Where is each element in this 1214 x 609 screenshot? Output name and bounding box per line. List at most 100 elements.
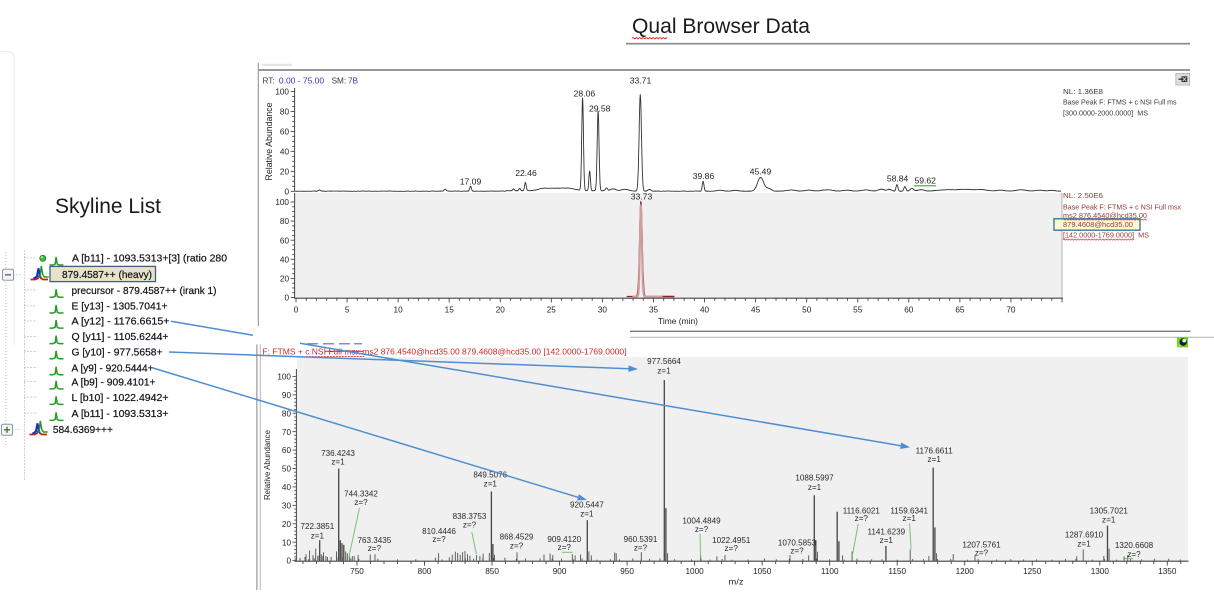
svg-text:z=?: z=? xyxy=(634,543,648,552)
svg-text:90: 90 xyxy=(282,391,292,400)
svg-text:z=?: z=? xyxy=(558,543,572,552)
svg-text:7B: 7B xyxy=(348,77,359,86)
svg-text:900: 900 xyxy=(553,567,567,576)
svg-text:z=1: z=1 xyxy=(880,536,894,545)
svg-text:25: 25 xyxy=(547,305,557,314)
svg-text:45.49: 45.49 xyxy=(750,166,772,176)
svg-text:950: 950 xyxy=(620,567,634,576)
svg-text:850: 850 xyxy=(485,567,499,576)
svg-text:879.4608@hcd35.00: 879.4608@hcd35.00 xyxy=(1063,220,1133,229)
svg-text:z=?: z=? xyxy=(510,541,524,550)
svg-text:z=?: z=? xyxy=(975,549,989,558)
svg-text:80: 80 xyxy=(280,217,290,226)
svg-text:z=1: z=1 xyxy=(311,532,325,541)
svg-text:1070.5853: 1070.5853 xyxy=(778,539,817,548)
svg-text:1000: 1000 xyxy=(685,567,704,576)
svg-text:80: 80 xyxy=(282,409,292,418)
svg-text:59.62: 59.62 xyxy=(914,175,936,185)
svg-text:z=1: z=1 xyxy=(928,455,942,464)
svg-text:0: 0 xyxy=(294,305,299,314)
svg-text:40: 40 xyxy=(282,483,292,492)
svg-text:39.86: 39.86 xyxy=(693,171,715,181)
svg-text:A [y9] - 920.5444+: A [y9] - 920.5444+ xyxy=(72,363,154,374)
svg-text:0: 0 xyxy=(286,557,291,566)
svg-text:1300: 1300 xyxy=(1091,567,1110,576)
svg-text:28.06: 28.06 xyxy=(574,89,596,99)
svg-text:100: 100 xyxy=(277,373,291,382)
svg-text:precursor - 879.4587++ (irank: precursor - 879.4587++ (irank 1) xyxy=(72,286,217,297)
svg-text:F: FTMS + c NSI Full msx ms2 8: F: FTMS + c NSI Full msx ms2 876.4540@hc… xyxy=(263,347,627,357)
svg-text:z=?: z=? xyxy=(725,544,739,553)
svg-text:G [y10] - 977.5658+: G [y10] - 977.5658+ xyxy=(72,347,163,358)
svg-text:909.4120: 909.4120 xyxy=(547,535,581,544)
svg-text:750: 750 xyxy=(350,567,364,576)
svg-text:z=1: z=1 xyxy=(657,366,671,375)
svg-text:40: 40 xyxy=(700,305,710,314)
svg-text:0: 0 xyxy=(284,187,289,196)
svg-text:17.09: 17.09 xyxy=(460,176,482,186)
svg-text:z=?: z=? xyxy=(463,521,477,530)
svg-text:ms2 876.4540@hcd35.00: ms2 876.4540@hcd35.00 xyxy=(1063,211,1147,220)
svg-text:60: 60 xyxy=(280,236,290,245)
svg-text:33.71: 33.71 xyxy=(630,76,652,86)
svg-text:60: 60 xyxy=(904,305,914,314)
svg-text:10: 10 xyxy=(282,538,292,547)
svg-text:0: 0 xyxy=(284,294,289,303)
svg-text:L [b10] - 1022.4942+: L [b10] - 1022.4942+ xyxy=(72,393,169,404)
svg-text:0.00 - 75.00: 0.00 - 75.00 xyxy=(279,77,325,86)
svg-text:Time (min): Time (min) xyxy=(658,316,698,326)
svg-text:100: 100 xyxy=(275,88,289,97)
svg-text:977.5664: 977.5664 xyxy=(647,357,681,366)
svg-text:1004.4849: 1004.4849 xyxy=(682,517,721,526)
svg-text:A [b9] - 909.4101+: A [b9] - 909.4101+ xyxy=(72,378,156,389)
svg-text:Q [y11] - 1105.6244+: Q [y11] - 1105.6244+ xyxy=(72,332,169,343)
svg-text:NL: 1.36E8: NL: 1.36E8 xyxy=(1063,87,1103,96)
svg-text:[300.0000-2000.0000] MS: [300.0000-2000.0000] MS xyxy=(1063,109,1148,118)
svg-text:RT:: RT: xyxy=(263,77,275,86)
svg-text:1159.6341: 1159.6341 xyxy=(890,507,928,516)
svg-text:20: 20 xyxy=(282,520,292,529)
svg-text:z=1: z=1 xyxy=(331,458,345,467)
svg-text:70: 70 xyxy=(282,428,292,437)
svg-text:1100: 1100 xyxy=(821,567,839,576)
svg-text:z=1: z=1 xyxy=(808,483,822,492)
svg-text:20: 20 xyxy=(280,275,290,284)
svg-text:20: 20 xyxy=(280,167,290,176)
svg-text:40: 40 xyxy=(280,255,290,264)
svg-text:A [b11] - 1093.5313+: A [b11] - 1093.5313+ xyxy=(72,409,169,420)
svg-text:1022.4951: 1022.4951 xyxy=(712,536,751,545)
svg-text:60: 60 xyxy=(280,128,290,137)
svg-text:80: 80 xyxy=(280,108,290,117)
svg-text:1250: 1250 xyxy=(1023,567,1042,576)
svg-text:z=1: z=1 xyxy=(903,514,917,523)
svg-text:45: 45 xyxy=(751,305,761,314)
svg-text:30: 30 xyxy=(598,305,608,314)
svg-text:m/z: m/z xyxy=(729,577,744,587)
svg-text:800: 800 xyxy=(418,567,432,576)
svg-text:Base Peak F: FTMS + c NSI Full: Base Peak F: FTMS + c NSI Full msx xyxy=(1063,202,1181,211)
svg-text:Skyline List: Skyline List xyxy=(55,194,161,218)
svg-text:838.3753: 838.3753 xyxy=(453,512,487,521)
svg-text:15: 15 xyxy=(445,305,455,314)
svg-text:50: 50 xyxy=(282,465,292,474)
svg-text:722.3851: 722.3851 xyxy=(301,522,335,531)
svg-text:849.5076: 849.5076 xyxy=(473,471,507,480)
svg-text:1287.6910: 1287.6910 xyxy=(1065,531,1104,540)
svg-text:1150: 1150 xyxy=(888,567,906,576)
svg-text:E [y13] - 1305.7041+: E [y13] - 1305.7041+ xyxy=(72,302,168,313)
svg-text:30: 30 xyxy=(282,501,292,510)
svg-text:SM:: SM: xyxy=(332,77,347,86)
svg-text:z=?: z=? xyxy=(790,547,804,556)
svg-text:100: 100 xyxy=(275,198,289,207)
svg-text:A [b11] - 1093.5313+[3] (ratio: A [b11] - 1093.5313+[3] (ratio 280 xyxy=(72,254,227,265)
svg-text:Qual Browser Data: Qual Browser Data xyxy=(632,14,810,38)
svg-text:70: 70 xyxy=(1006,305,1016,314)
svg-text:744.3342: 744.3342 xyxy=(344,490,378,499)
svg-text:920.5447: 920.5447 xyxy=(570,501,604,510)
svg-text:65: 65 xyxy=(955,305,965,314)
svg-text:1305.7021: 1305.7021 xyxy=(1090,507,1129,516)
svg-text:960.5391: 960.5391 xyxy=(624,535,658,544)
svg-text:z=1: z=1 xyxy=(1102,516,1116,525)
svg-text:55: 55 xyxy=(853,305,863,314)
svg-text:868.4529: 868.4529 xyxy=(500,533,534,542)
